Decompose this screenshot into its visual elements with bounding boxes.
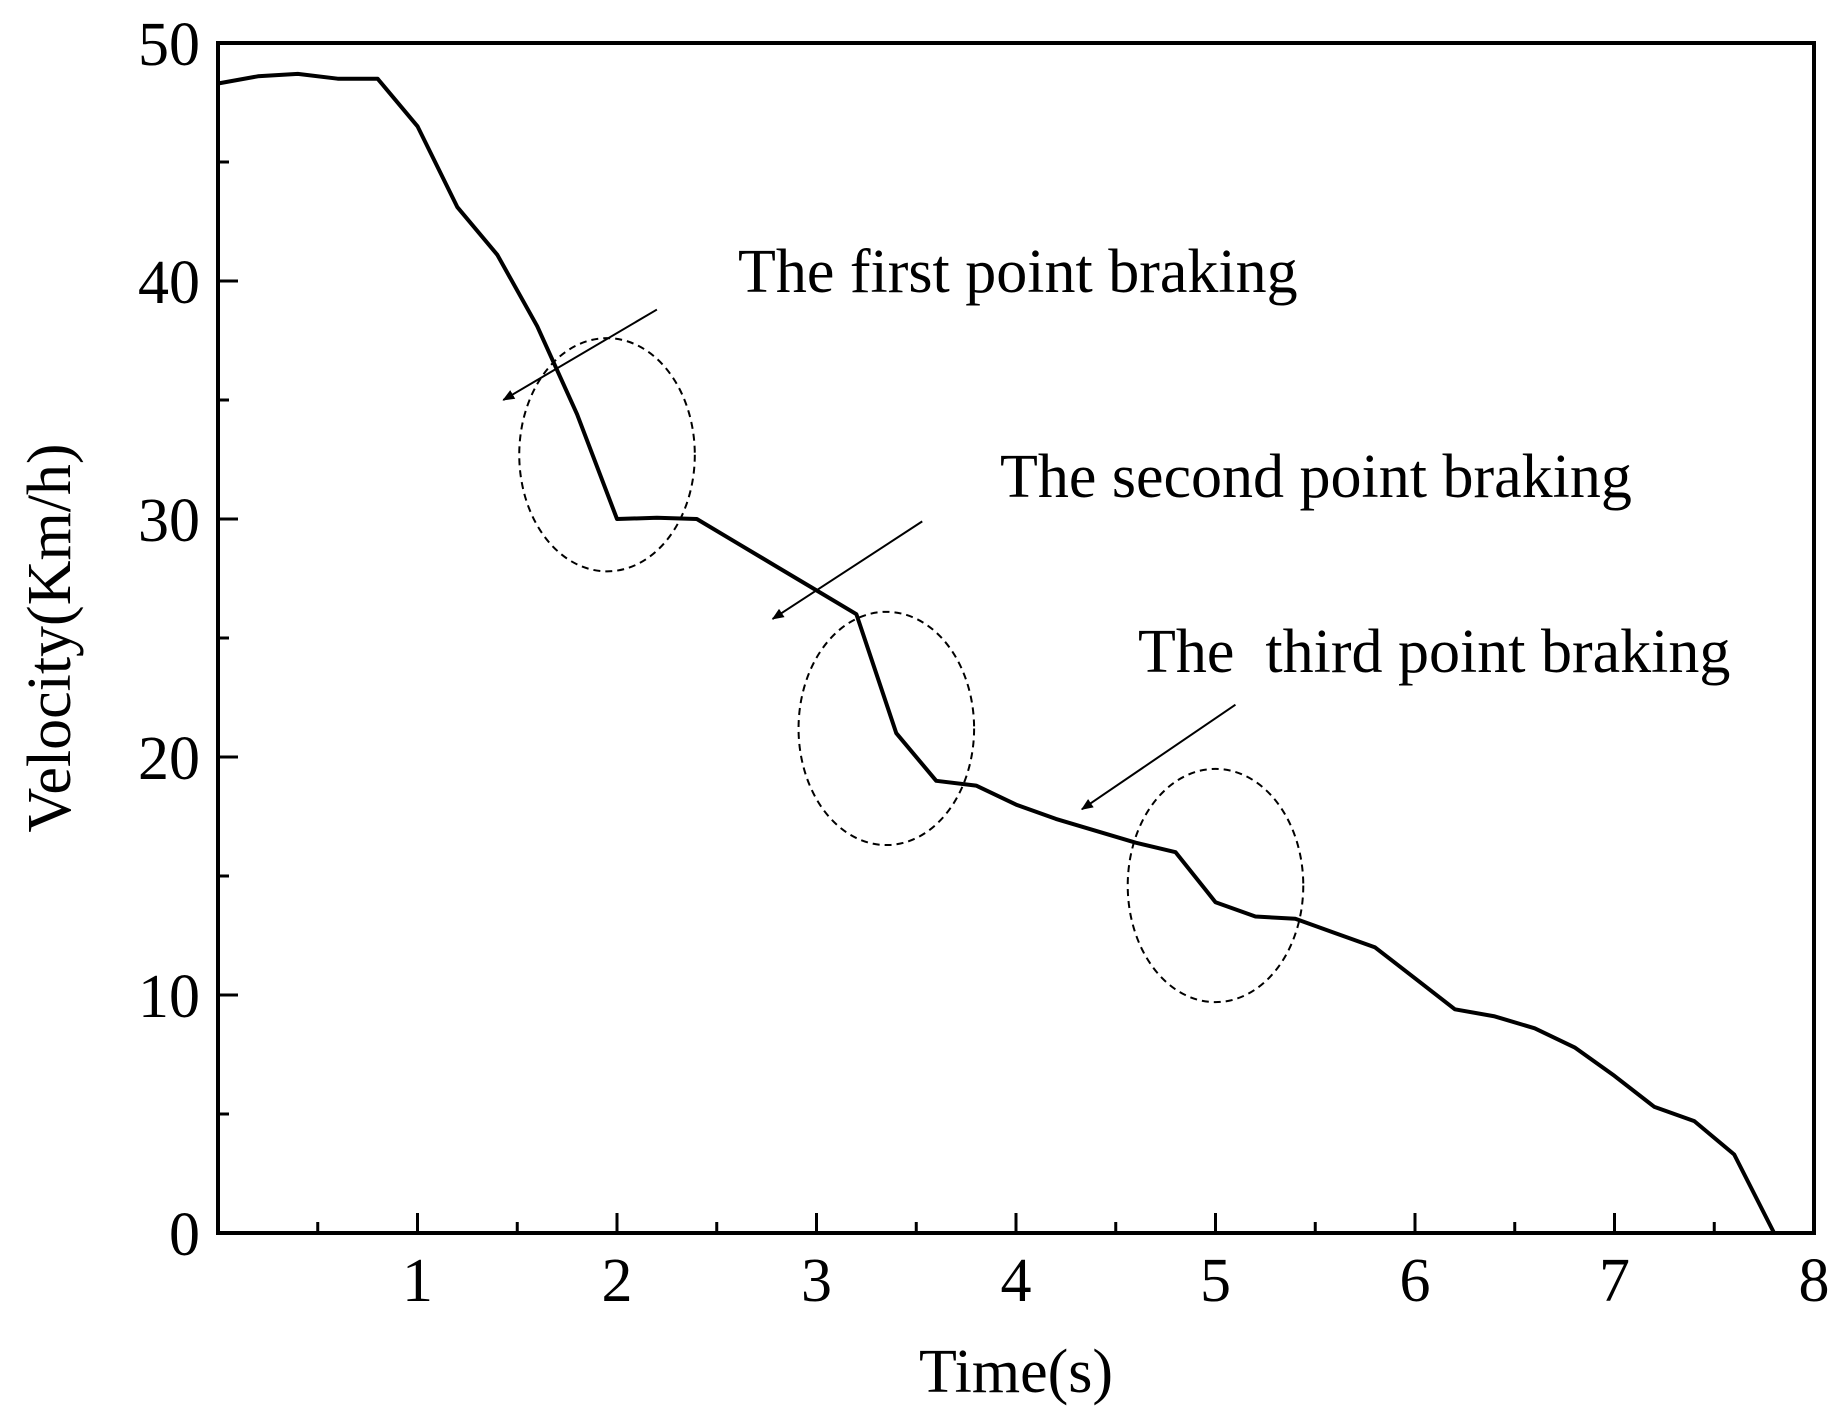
y-tick-label: 0 xyxy=(169,1201,200,1269)
x-tick-label: 6 xyxy=(1400,1247,1431,1315)
y-tick-label: 40 xyxy=(138,249,200,317)
velocity-series-line xyxy=(217,71,1776,1234)
x-axis-ticks: 1 2 3 4 5 6 7 8 xyxy=(316,1213,1830,1315)
braking-region-ellipse xyxy=(518,337,696,573)
x-tick-label: 4 xyxy=(1001,1247,1032,1315)
annotation-arrow xyxy=(771,520,923,620)
braking-region-ellipse xyxy=(797,610,976,847)
y-tick-label: 20 xyxy=(138,725,200,793)
x-axis-label: Time(s) xyxy=(919,1338,1113,1406)
annotation-arrow xyxy=(502,308,658,401)
x-tick-label: 1 xyxy=(402,1247,433,1315)
y-tick-label: 10 xyxy=(138,963,200,1031)
x-tick-label: 7 xyxy=(1599,1247,1630,1315)
x-tick-label: 8 xyxy=(1799,1247,1830,1315)
y-axis-label: Velocity(Km/h) xyxy=(16,443,84,832)
x-tick-label: 5 xyxy=(1200,1247,1231,1315)
x-tick-label: 2 xyxy=(602,1247,633,1315)
annotations: The first point braking The second point … xyxy=(502,238,1730,1004)
y-tick-label: 30 xyxy=(138,487,200,555)
y-axis-ticks: 0 10 20 30 40 50 xyxy=(138,11,238,1269)
braking-region-ellipse xyxy=(1126,767,1305,1004)
annotation-label: The third point braking xyxy=(1138,618,1730,686)
x-tick-label: 3 xyxy=(801,1247,832,1315)
y-tick-label: 50 xyxy=(138,11,200,79)
annotation-label: The second point braking xyxy=(1000,443,1632,511)
annotation-arrow xyxy=(1081,703,1237,811)
annotation-label: The first point braking xyxy=(738,238,1298,306)
